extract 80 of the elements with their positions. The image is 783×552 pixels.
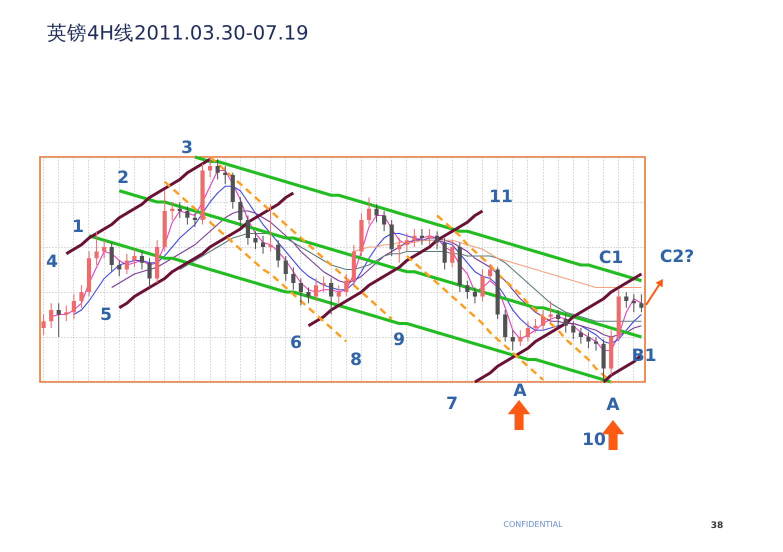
annotation: 9 (393, 330, 405, 350)
candlestick (344, 274, 348, 297)
candlestick (276, 240, 280, 268)
candlestick (170, 202, 174, 220)
candlestick (322, 276, 326, 292)
candlestick (435, 230, 440, 250)
candlestick (404, 233, 409, 252)
candlestick (223, 166, 228, 184)
chart-title: 英镑4H线2011.03.30-07.19 (47, 22, 309, 44)
candlestick (185, 206, 190, 225)
candlestick (178, 202, 182, 218)
candlestick (42, 314, 46, 336)
candlestick (624, 292, 628, 308)
candlestick (336, 284, 341, 304)
candlestick (632, 294, 636, 313)
candlestick (124, 253, 129, 274)
text: 38 (710, 521, 724, 531)
candlestick (510, 330, 515, 351)
candlestick (412, 228, 416, 248)
candlestick (366, 197, 372, 225)
candlestick (72, 294, 76, 320)
annotation: 3 (181, 138, 193, 158)
candlestick (480, 269, 485, 302)
candlestick (79, 284, 84, 308)
candlestick (49, 302, 54, 328)
candlestick (465, 280, 470, 300)
candlestick (374, 204, 379, 223)
candlestick (314, 278, 318, 302)
annotation: 8 (350, 350, 362, 370)
annotation: 6 (290, 333, 302, 353)
candlestick (526, 320, 530, 342)
candlestick (442, 238, 447, 270)
candlestick (306, 287, 311, 304)
candlestick (472, 287, 478, 304)
candlestick (571, 320, 576, 340)
candlestick (64, 305, 68, 322)
candlestick (238, 197, 242, 228)
candlestick (147, 258, 152, 288)
candlestick (488, 264, 492, 282)
candlestick (586, 332, 591, 349)
candlestick (298, 278, 303, 306)
candlestick (329, 278, 334, 315)
candlestick (216, 158, 220, 180)
candlestick (556, 310, 560, 326)
candlestick (548, 300, 553, 324)
candlestick (117, 260, 122, 277)
candlestick (260, 235, 266, 254)
candlestick (132, 248, 136, 268)
annotation: 4 (46, 252, 58, 272)
candlestick (291, 266, 296, 290)
candlestick (208, 156, 212, 178)
text: 7 (446, 394, 458, 414)
text: C2? (660, 247, 694, 267)
annotation: C1 (598, 248, 624, 268)
candlestick (56, 302, 61, 338)
candlestick (594, 336, 598, 351)
candlestick (518, 330, 522, 346)
candlestick (540, 310, 546, 331)
candlestick (564, 314, 568, 333)
text: CONFIDENTIAL (503, 520, 564, 529)
annotation: 1 (72, 217, 84, 237)
candlestick (639, 294, 644, 313)
annotation: 11 (489, 187, 513, 207)
candlestick (110, 242, 114, 272)
candlestick (94, 230, 99, 266)
candlestick (397, 238, 402, 264)
annotation: 5 (100, 305, 112, 325)
candlestick (503, 310, 508, 342)
candlestick (140, 251, 144, 270)
annotation: A (513, 381, 528, 401)
candlestick (578, 328, 583, 344)
candlestick (450, 240, 454, 268)
candlestick (102, 240, 106, 259)
candlestick (246, 215, 250, 246)
candlestick (253, 230, 258, 250)
text: 10 (582, 430, 606, 450)
candlestick (382, 210, 386, 232)
candlestick (284, 256, 288, 282)
text: A (606, 395, 620, 415)
annotation: 2 (117, 168, 129, 188)
